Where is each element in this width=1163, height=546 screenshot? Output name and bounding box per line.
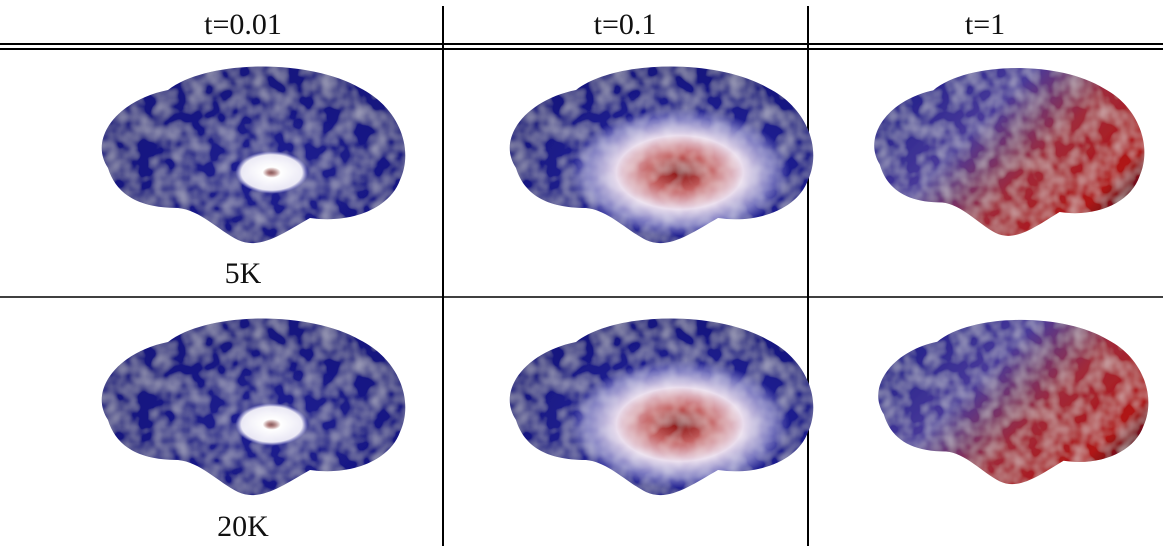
brain-image — [102, 318, 406, 495]
row-label: 20K — [217, 510, 269, 543]
figure-table: t=0.01 t=0.1 t=1 5K 20K — [0, 0, 1163, 546]
brain-image — [878, 320, 1148, 484]
column-header: t=0.1 — [594, 8, 657, 41]
row-label: 5K — [225, 257, 262, 290]
brain-image — [510, 318, 814, 495]
brain-image — [102, 66, 406, 243]
brain-image — [510, 66, 814, 243]
brain-image — [874, 68, 1144, 236]
page: {"header": {"columns": ["t=0.01", "t=0.1… — [0, 0, 1163, 546]
column-header: t=0.01 — [204, 8, 282, 41]
column-header: t=1 — [965, 8, 1005, 41]
